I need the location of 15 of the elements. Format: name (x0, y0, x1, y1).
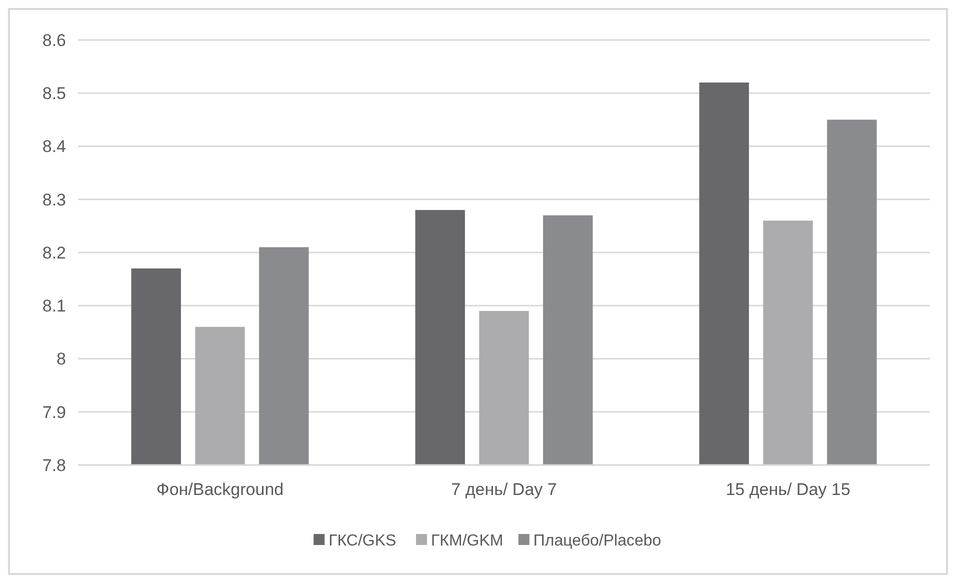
y-tick-label: 8.3 (42, 190, 66, 210)
y-tick-label: 7.9 (42, 402, 66, 422)
y-tick-label: 8.1 (42, 296, 66, 316)
y-tick-label: 7.8 (42, 456, 66, 475)
y-tick-label: 8.5 (42, 84, 66, 104)
y-tick-label: 8 (56, 350, 66, 369)
y-tick-label: 8.6 (42, 30, 66, 50)
y-tick-label: 8.4 (42, 137, 66, 156)
legend-label: ГКС/GKS (328, 532, 396, 550)
legend-label: ГКМ/GKM (431, 532, 504, 550)
y-tick-label: 8.2 (42, 243, 66, 262)
x-tick-label: Фон/Background (156, 480, 284, 499)
x-tick-label: 15 день/ Day 15 (726, 480, 850, 499)
legend-label: Плацебо/Placebo (533, 532, 662, 550)
x-tick-label: 7 день/ Day 7 (451, 480, 557, 499)
